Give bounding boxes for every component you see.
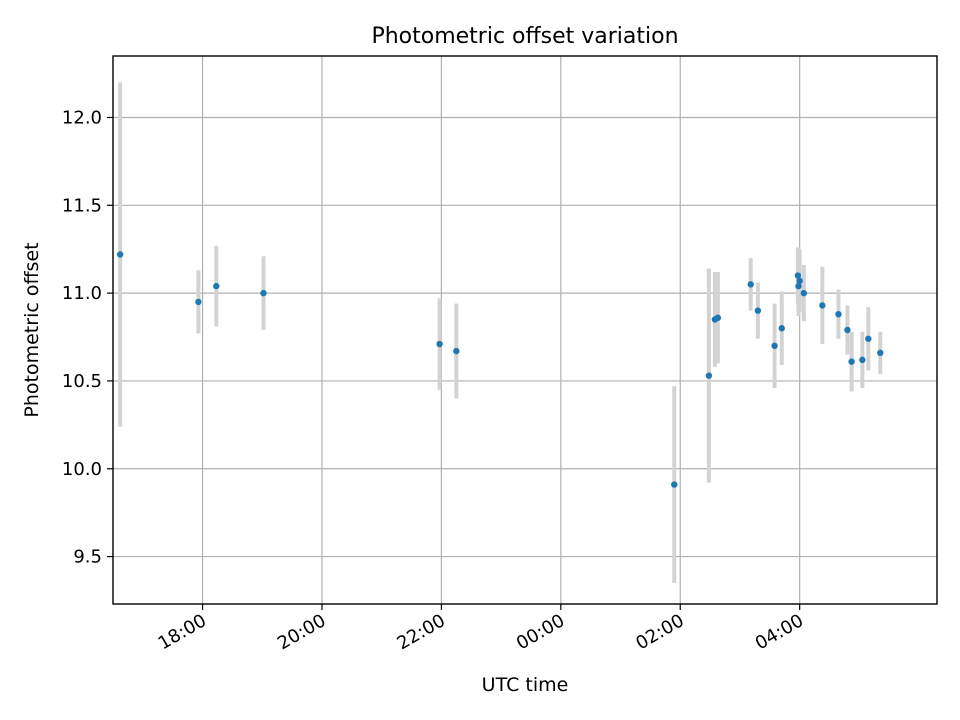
y-axis-label: Photometric offset <box>21 242 43 417</box>
data-point <box>865 335 872 342</box>
data-point <box>213 282 220 290</box>
data-point <box>747 281 754 288</box>
y-tick-label: 10.0 <box>62 459 102 480</box>
data-point <box>260 289 267 297</box>
data-point <box>714 314 722 321</box>
data-point <box>794 272 802 279</box>
y-tick-label: 11.0 <box>62 283 102 304</box>
y-tick-label: 11.5 <box>62 195 102 216</box>
data-point <box>800 289 808 297</box>
y-tick-label: 12.0 <box>62 107 102 128</box>
data-point <box>819 302 826 309</box>
data-point <box>436 340 443 348</box>
data-point <box>796 277 803 285</box>
data-point <box>754 307 762 314</box>
data-points <box>116 251 884 488</box>
x-axis-label: UTC time <box>482 674 569 696</box>
data-point <box>116 251 124 258</box>
data-point <box>848 358 855 365</box>
data-point <box>195 298 202 306</box>
chart-title: Photometric offset variation <box>371 24 678 49</box>
data-point <box>671 481 678 488</box>
plot-frame <box>112 55 938 605</box>
data-point <box>795 282 802 290</box>
y-tick-label: 9.5 <box>73 547 102 568</box>
data-point <box>844 326 851 334</box>
data-point <box>835 310 842 318</box>
data-point <box>705 372 713 379</box>
data-point <box>778 325 785 332</box>
y-tick-label: 10.5 <box>62 371 102 392</box>
data-point <box>453 347 460 355</box>
data-point <box>859 356 866 364</box>
data-point <box>877 349 884 357</box>
data-point <box>771 342 778 350</box>
